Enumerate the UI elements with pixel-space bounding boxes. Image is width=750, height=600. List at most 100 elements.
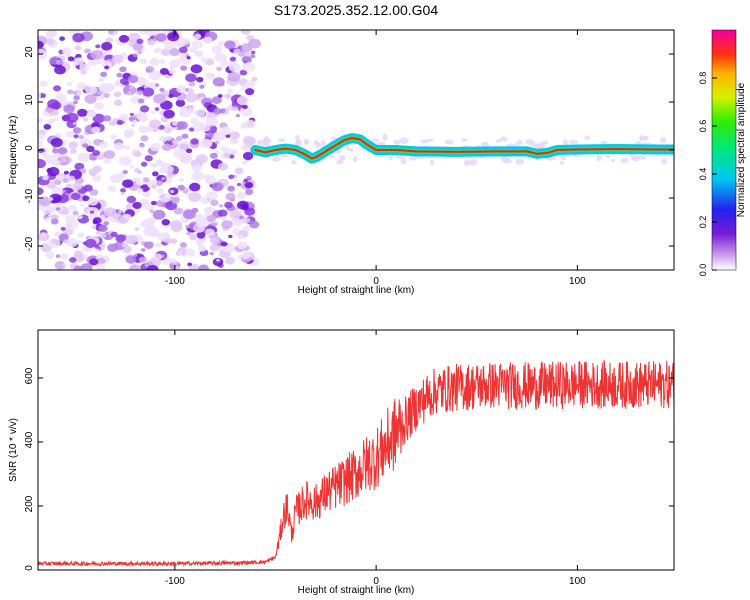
noise-blob [72, 100, 78, 105]
noise-blob [165, 135, 173, 141]
noise-blob [103, 92, 110, 99]
noise-blob [148, 119, 161, 129]
noise-blob [189, 182, 201, 192]
noise-blob [216, 66, 222, 72]
noise-blob [215, 133, 226, 141]
noise-speckle [272, 156, 281, 162]
noise-blob [152, 171, 159, 177]
noise-blob [99, 232, 107, 239]
noise-speckle [661, 158, 668, 165]
noise-blob [195, 154, 208, 164]
snr-panel: -100 0 100 0 200 400 600 Height of straight li… [8, 329, 675, 596]
noise-blob [216, 258, 221, 262]
noise-speckle [605, 154, 611, 158]
noise-blob [237, 234, 244, 240]
noise-blob [224, 40, 236, 50]
noise-blob [78, 134, 85, 140]
noise-blob [54, 261, 66, 270]
noise-speckle [659, 137, 667, 144]
noise-blob [62, 47, 72, 55]
noise-blob [83, 184, 93, 192]
noise-speckle [382, 133, 388, 141]
noise-blob [185, 92, 198, 103]
noise-blob [61, 158, 67, 163]
noise-blob [133, 253, 138, 257]
noise-blob [139, 222, 146, 227]
noise-blob [219, 126, 232, 136]
noise-blob [177, 140, 191, 151]
noise-blob [96, 90, 102, 95]
noise-blob [45, 30, 57, 39]
noise-blob [46, 168, 53, 173]
noise-blob [60, 253, 69, 260]
noise-blob [139, 143, 145, 148]
noise-blob [176, 85, 187, 94]
noise-blob [137, 50, 143, 55]
noise-blob [224, 256, 235, 265]
noise-blob [96, 263, 106, 270]
noise-blob [55, 254, 61, 258]
noise-blob [91, 225, 97, 229]
noise-blob [226, 88, 234, 94]
noise-blob [70, 192, 81, 201]
noise-blob [47, 99, 60, 109]
noise-blob [236, 95, 250, 106]
noise-speckle [352, 155, 358, 163]
noise-blob [175, 135, 183, 142]
noise-blob [92, 174, 102, 182]
noise-blob [136, 188, 144, 194]
spectrogram-ytick-label: 10 [24, 94, 35, 106]
noise-blob [236, 200, 249, 210]
noise-blob [67, 175, 76, 182]
noise-blob [89, 258, 99, 266]
noise-blob [145, 65, 155, 73]
noise-speckle [339, 154, 346, 161]
noise-blob [186, 148, 193, 154]
noise-blob [77, 232, 85, 238]
noise-blob [212, 257, 224, 267]
noise-blob [202, 36, 213, 44]
noise-blob [126, 91, 133, 96]
noise-blob [56, 175, 65, 182]
noise-speckle [568, 139, 579, 145]
noise-blob [136, 38, 144, 44]
noise-blob [242, 161, 247, 165]
noise-blob [111, 54, 124, 64]
noise-blob [147, 180, 159, 189]
noise-blob [72, 91, 78, 95]
noise-blob [233, 48, 242, 55]
noise-blob [179, 154, 193, 165]
noise-blob [65, 183, 72, 188]
noise-blob [155, 242, 162, 248]
spectrogram-xlabel: Height of straight line (km) [298, 285, 415, 296]
noise-blob [191, 171, 205, 182]
noise-blob [114, 81, 121, 87]
noise-blob [80, 203, 85, 207]
noise-blob [244, 181, 254, 189]
noise-blob [140, 161, 148, 167]
noise-blob [114, 99, 123, 107]
noise-blob [136, 114, 146, 122]
noise-blob [118, 34, 130, 43]
noise-blob [228, 154, 235, 159]
noise-blob [107, 185, 116, 192]
noise-blob [149, 57, 160, 66]
noise-blob [190, 138, 199, 145]
noise-blob [242, 151, 254, 161]
noise-speckle [515, 158, 525, 165]
noise-blob [196, 231, 206, 239]
noise-blob [166, 172, 175, 179]
noise-blob [65, 112, 79, 123]
noise-blob [42, 174, 49, 181]
noise-speckle [371, 138, 380, 142]
noise-blob [239, 106, 253, 117]
noise-blob [235, 113, 240, 118]
noise-speckle [502, 158, 513, 164]
noise-speckle [444, 139, 454, 145]
noise-blob [122, 169, 128, 175]
noise-blob [67, 89, 74, 95]
noise-blob [55, 207, 61, 211]
noise-speckle [260, 138, 271, 145]
noise-blob [171, 139, 179, 145]
noise-blob [77, 152, 90, 162]
